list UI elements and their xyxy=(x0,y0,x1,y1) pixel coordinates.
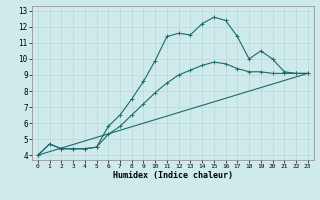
X-axis label: Humidex (Indice chaleur): Humidex (Indice chaleur) xyxy=(113,171,233,180)
